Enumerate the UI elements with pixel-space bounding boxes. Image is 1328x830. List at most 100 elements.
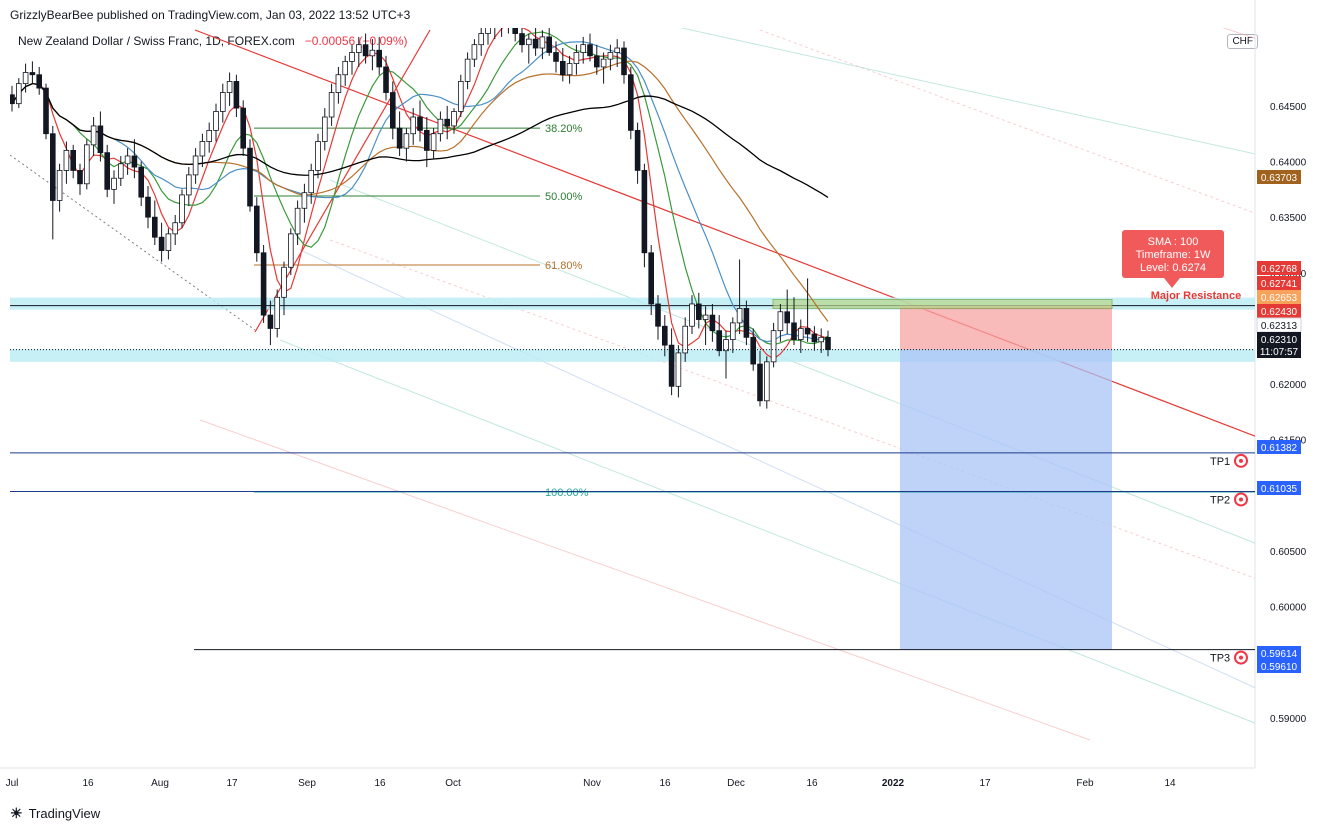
- x-tick-label: 16: [82, 778, 94, 789]
- candle-body: [294, 207, 301, 235]
- candle-body: [423, 129, 430, 151]
- candle-body: [770, 330, 777, 363]
- candle-body: [274, 296, 280, 329]
- candle-body: [383, 66, 389, 93]
- target-icon-dot: [1239, 655, 1243, 660]
- candle-body: [464, 58, 471, 82]
- price-label-text: 0.59610: [1261, 662, 1298, 673]
- x-tick-label: Jul: [6, 778, 19, 789]
- candle-body: [730, 322, 736, 340]
- candle-body: [281, 266, 287, 298]
- candle-body: [675, 352, 682, 387]
- candle-body: [519, 33, 525, 46]
- candle-body: [696, 303, 702, 320]
- y-tick-label: 0.59000: [1270, 714, 1307, 725]
- candle-body: [287, 233, 294, 268]
- candle-body: [15, 83, 22, 105]
- candle-body: [471, 44, 478, 60]
- symbol-title[interactable]: New Zealand Dollar / Swiss Franc, 1D, FO…: [18, 34, 295, 48]
- x-tick-label: Oct: [445, 778, 461, 789]
- y-tick-label: 0.60000: [1270, 603, 1307, 614]
- price-label-text: 0.63703: [1261, 173, 1298, 184]
- price-label-badge: [1257, 481, 1301, 495]
- candle-body: [662, 325, 668, 346]
- candle-body: [736, 308, 743, 324]
- candle-body: [138, 166, 145, 198]
- price-label-badge: [1257, 646, 1301, 660]
- x-tick-label: 16: [659, 778, 671, 789]
- price-label-text: 0.62653: [1261, 293, 1298, 304]
- price-label-badge: [1257, 170, 1301, 184]
- price-label-badge: [1257, 276, 1301, 290]
- sma-orange-line: [11, 60, 829, 322]
- candle-body: [321, 116, 328, 142]
- candle-body: [328, 92, 335, 118]
- sma-weekly-band: [772, 299, 1113, 310]
- candle-body: [560, 60, 566, 76]
- candle-body: [716, 330, 722, 352]
- candle-body: [791, 322, 797, 340]
- sma-blue-line: [11, 41, 829, 343]
- price-label-badge: [1257, 290, 1301, 304]
- price-label-badge: [1257, 261, 1301, 275]
- candle-body: [56, 170, 63, 201]
- target-icon: [1234, 650, 1248, 665]
- candle-body: [655, 303, 661, 327]
- fib-label: 100.00%: [545, 487, 589, 499]
- candle-body: [512, 28, 518, 34]
- candle-body: [757, 363, 763, 402]
- candle-body: [349, 52, 355, 62]
- candle-body: [233, 81, 240, 109]
- price-label-text: 0.59614: [1261, 649, 1298, 660]
- candle-body: [131, 155, 138, 168]
- candle-body: [104, 152, 111, 190]
- price-label-badge: [1257, 440, 1301, 454]
- fib-label: 38.20%: [545, 123, 583, 135]
- price-label-text: 0.61382: [1261, 443, 1298, 454]
- candle-body: [63, 150, 70, 171]
- channel-line: [759, 29, 1255, 214]
- candle-body: [77, 170, 83, 185]
- y-tick-label: 0.60500: [1270, 547, 1307, 558]
- candle-body: [750, 336, 756, 365]
- x-tick-label: Feb: [1076, 778, 1094, 789]
- sma-black-line: [11, 82, 829, 198]
- candle-body: [437, 118, 444, 135]
- candle-body: [743, 308, 750, 338]
- channel-line: [199, 419, 1091, 741]
- candle-body: [172, 222, 179, 235]
- price-label-badge: [1257, 332, 1301, 346]
- candle-body: [614, 47, 620, 53]
- candle-body: [804, 328, 811, 335]
- candle-body: [764, 361, 770, 402]
- candle-body: [410, 116, 416, 135]
- candle-body: [553, 52, 559, 62]
- candle-body: [335, 74, 342, 93]
- y-tick-label: 0.64000: [1270, 158, 1307, 169]
- candle-body: [566, 63, 573, 76]
- target-label-TP1: TP1: [1210, 456, 1230, 468]
- candle-body: [185, 174, 192, 196]
- x-tick-label: 14: [1164, 778, 1176, 789]
- candle-body: [777, 311, 784, 332]
- take-profit-area: [900, 349, 1112, 650]
- candle-body: [199, 141, 206, 157]
- candle-body: [301, 192, 308, 209]
- x-tick-label: 17: [226, 778, 238, 789]
- candle-body: [43, 87, 49, 135]
- candle-body: [342, 60, 348, 76]
- price-label-text: 0.62310: [1261, 335, 1298, 346]
- candle-body: [84, 144, 90, 185]
- candle-body: [648, 252, 654, 305]
- candle-body: [825, 336, 831, 350]
- candle-body: [587, 44, 593, 57]
- x-tick-label: 17: [979, 778, 991, 789]
- candle-body: [97, 125, 104, 154]
- symbol-change: −0.00056 (−0.09%): [304, 34, 408, 48]
- candle-body: [29, 72, 36, 76]
- candle-body: [668, 344, 675, 387]
- candle-body: [641, 170, 648, 254]
- candle-body: [723, 339, 729, 352]
- candle-body: [247, 147, 253, 207]
